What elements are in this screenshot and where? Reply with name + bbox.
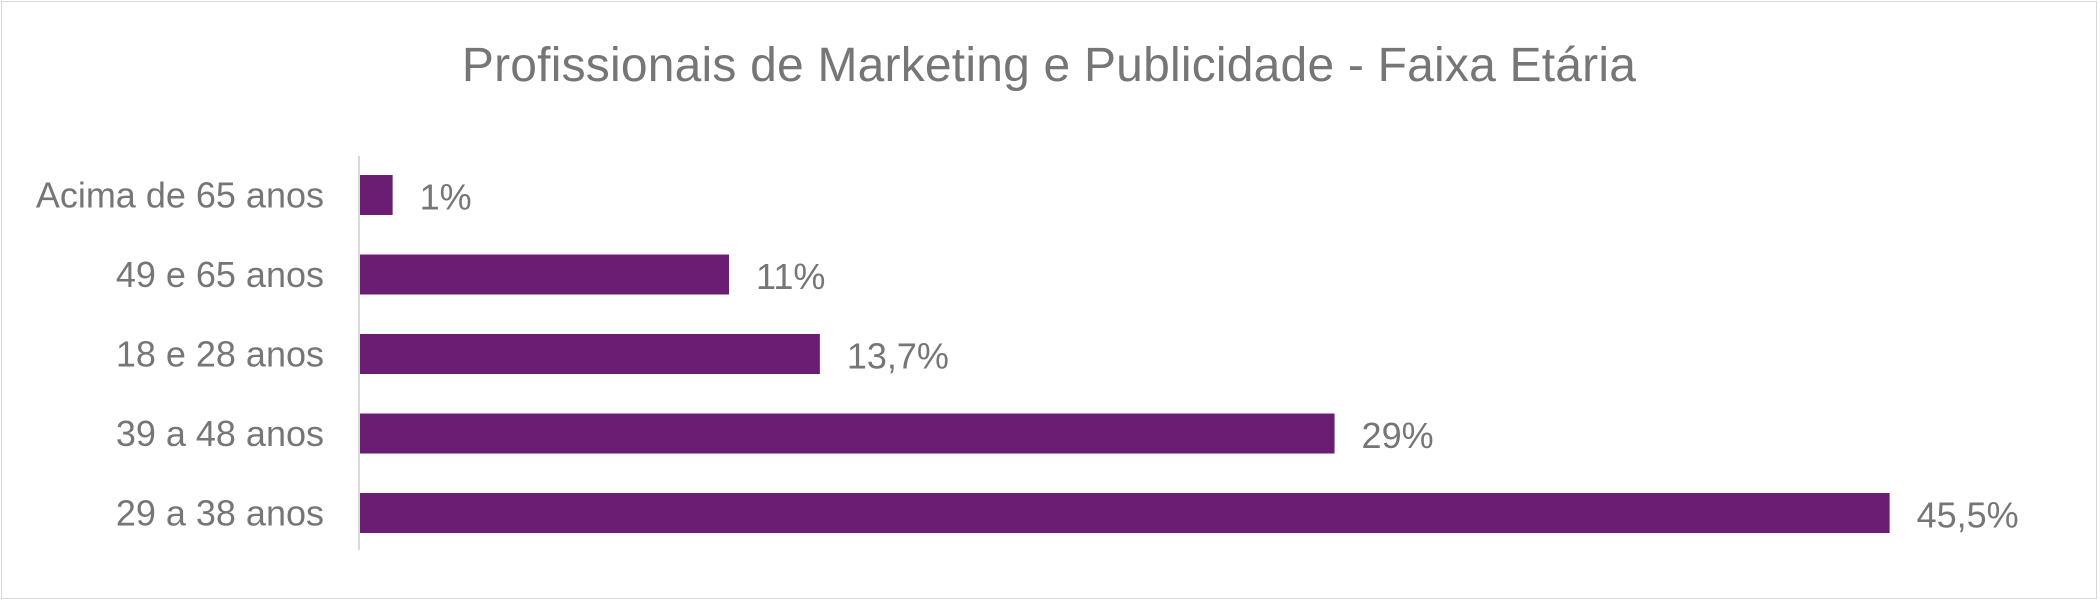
bars-group: Acima de 65 anos 1% 49 e 65 anos 11% 18 e 28… — [36, 175, 2019, 536]
category-label: 39 a 48 anos — [116, 413, 324, 454]
data-label: 1% — [420, 177, 472, 218]
category-label: 49 e 65 anos — [116, 254, 324, 295]
bar-3 — [359, 413, 1335, 454]
data-label: 11% — [756, 256, 825, 297]
bar-2 — [359, 334, 820, 374]
category-label: 29 a 38 anos — [116, 493, 324, 534]
data-label: 13,7% — [847, 336, 949, 377]
bar-4 — [359, 493, 1890, 533]
category-label: Acima de 65 anos — [36, 175, 324, 216]
chart-title: Profissionais de Marketing e Publicidade… — [461, 39, 1637, 92]
category-label: 18 e 28 anos — [116, 334, 324, 375]
data-label: 29% — [1362, 415, 1434, 456]
bar-1 — [359, 254, 730, 295]
data-label: 45,5% — [1917, 495, 2019, 536]
bar-0 — [359, 175, 393, 215]
